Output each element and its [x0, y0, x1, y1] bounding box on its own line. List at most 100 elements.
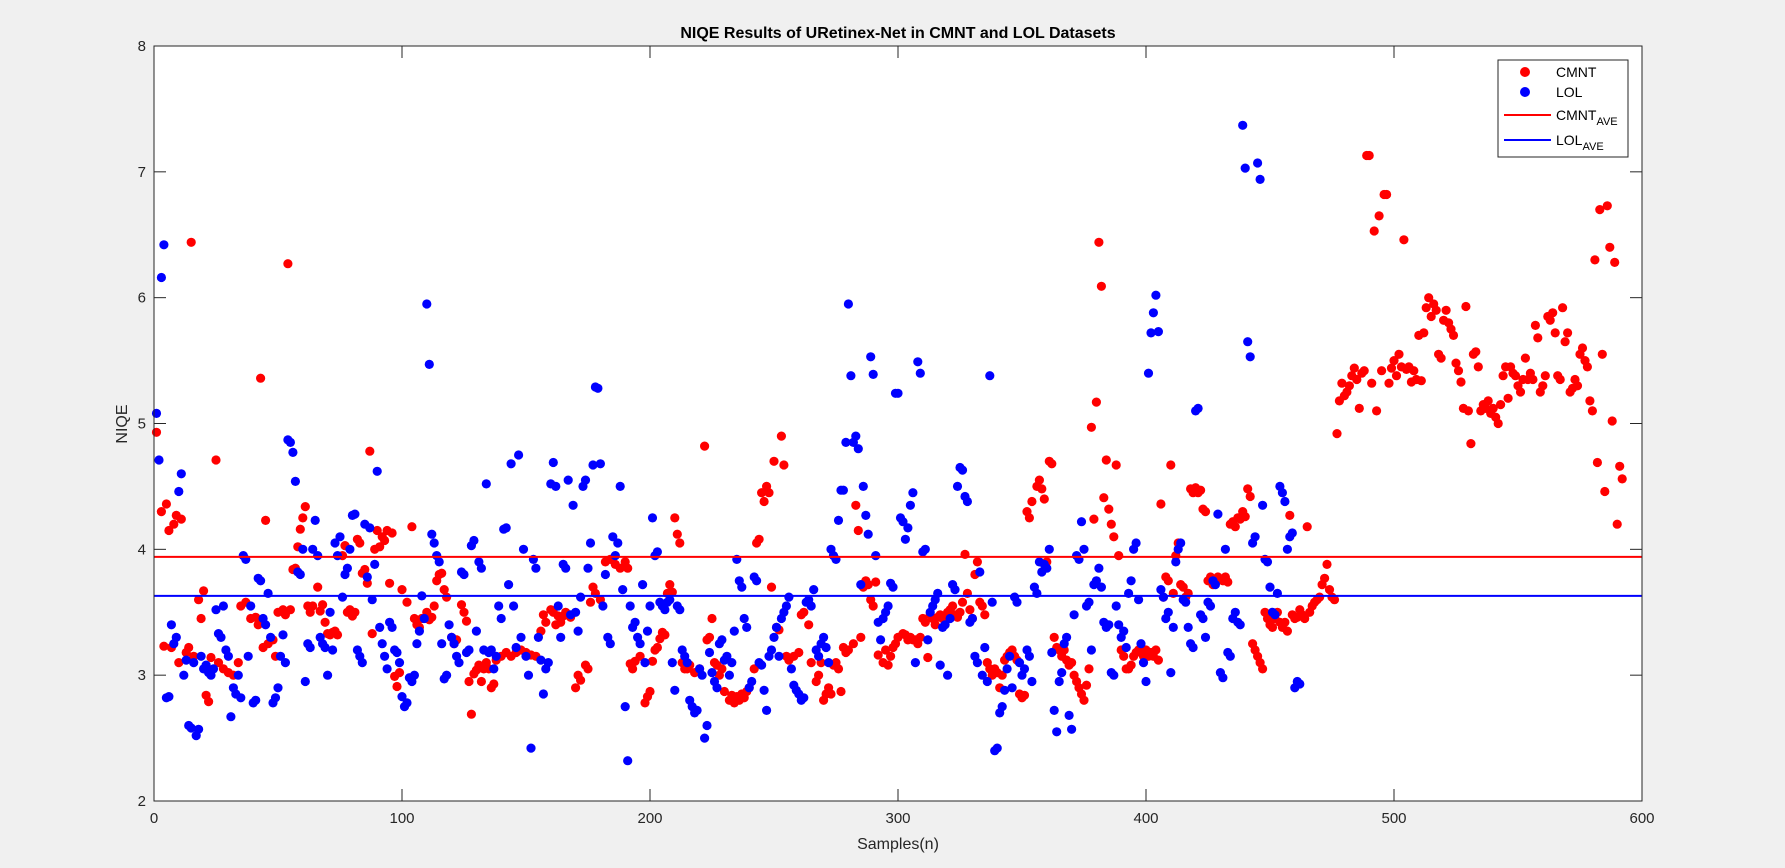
- cmnt-point: [700, 441, 710, 451]
- cmnt-point: [541, 617, 551, 627]
- cmnt-point: [667, 587, 677, 597]
- lol-point: [908, 488, 918, 498]
- cmnt-point: [1049, 632, 1059, 643]
- lol-point: [1253, 158, 1263, 168]
- lol-point: [201, 660, 211, 670]
- lol-point: [370, 559, 380, 570]
- lol-point: [290, 476, 300, 486]
- lol-point: [298, 544, 308, 554]
- lol-point: [1049, 705, 1059, 716]
- cmnt-point: [1329, 595, 1340, 605]
- cmnt-point: [1047, 459, 1057, 469]
- cmnt-point: [256, 373, 266, 383]
- lol-point: [156, 272, 166, 283]
- cmnt-point: [206, 652, 216, 663]
- cmnt-point: [308, 601, 318, 611]
- lol-point: [246, 601, 256, 611]
- cmnt-point: [1399, 235, 1409, 245]
- cmnt-point: [394, 668, 405, 678]
- lol-point: [1005, 651, 1015, 661]
- cmnt-point: [1597, 349, 1607, 359]
- cmnt-point: [704, 632, 715, 643]
- cmnt-point: [1498, 371, 1508, 381]
- cmnt-point: [1391, 371, 1402, 381]
- lol-point: [538, 689, 549, 699]
- cmnt-point: [298, 513, 308, 523]
- lol-points: [151, 120, 1305, 766]
- cmnt-point: [957, 597, 968, 607]
- lol-point: [424, 359, 434, 369]
- cmnt-point: [1156, 499, 1166, 509]
- lol-point: [216, 632, 226, 643]
- lol-point: [236, 693, 246, 703]
- cmnt-point: [1034, 475, 1044, 485]
- cmnt-point: [1300, 613, 1310, 624]
- lol-point: [576, 592, 586, 602]
- cmnt-point: [665, 580, 675, 590]
- x-tick-label: 500: [1381, 810, 1406, 827]
- cmnt-point: [1617, 474, 1627, 484]
- lol-point: [494, 601, 504, 611]
- lol-point: [1166, 668, 1176, 678]
- cmnt-point: [881, 645, 891, 655]
- lol-point: [665, 595, 675, 605]
- lol-point: [226, 712, 236, 722]
- cmnt-point: [464, 676, 474, 687]
- lol-point: [1163, 607, 1173, 617]
- cmnt-point: [1245, 491, 1255, 502]
- lol-point: [1002, 664, 1012, 674]
- y-tick-label: 5: [138, 416, 146, 433]
- lol-point: [1218, 673, 1228, 683]
- legend-marker-cmnt: [1520, 67, 1530, 77]
- lol-point: [270, 693, 281, 703]
- cmnt-point: [489, 679, 499, 689]
- cmnt-point: [375, 542, 385, 552]
- lol-point: [712, 683, 722, 693]
- cmnt-point: [628, 664, 638, 674]
- lol-point: [300, 676, 310, 687]
- cmnt-point: [1109, 532, 1119, 542]
- cmnt-point: [161, 499, 171, 509]
- cmnt-point: [332, 630, 343, 640]
- cmnt-point: [868, 601, 878, 611]
- cmnt-point: [1084, 664, 1094, 674]
- cmnt-point: [955, 607, 965, 617]
- lol-point: [987, 597, 997, 607]
- cmnt-point: [769, 456, 779, 466]
- lol-point: [1012, 597, 1022, 607]
- lol-point: [1064, 710, 1074, 721]
- lol-point: [675, 605, 685, 615]
- cmnt-point: [199, 586, 209, 596]
- cmnt-point: [1086, 422, 1096, 432]
- lol-point: [727, 658, 737, 668]
- lol-point: [523, 670, 534, 680]
- lol-point: [593, 383, 603, 393]
- cmnt-point: [476, 676, 486, 687]
- cmnt-point: [1572, 381, 1583, 391]
- x-tick-label: 400: [1133, 810, 1158, 827]
- lol-point: [514, 450, 524, 460]
- cmnt-point: [757, 488, 767, 498]
- lol-point: [1258, 500, 1268, 510]
- cmnt-point: [1441, 305, 1451, 315]
- lol-point: [900, 534, 911, 544]
- cmnt-point: [1243, 484, 1253, 494]
- lol-point: [1156, 585, 1166, 595]
- cmnt-point: [1067, 658, 1077, 668]
- cmnt-point: [407, 522, 417, 532]
- lol-point: [1000, 685, 1010, 695]
- chart-title: NIQE Results of URetinex-Net in CMNT and…: [680, 25, 1115, 42]
- lol-point: [496, 613, 506, 624]
- cmnt-point: [749, 664, 759, 674]
- lol-point: [747, 676, 757, 687]
- cmnt-point: [1605, 242, 1615, 252]
- cmnt-point: [1582, 362, 1592, 372]
- cmnt-point: [670, 513, 680, 523]
- lol-point: [481, 479, 491, 489]
- lol-point: [635, 639, 645, 649]
- lol-point: [563, 475, 573, 485]
- lol-point: [1109, 670, 1119, 680]
- cmnt-point: [459, 607, 469, 617]
- cmnt-point: [1612, 519, 1622, 529]
- cmnt-point: [1079, 695, 1089, 705]
